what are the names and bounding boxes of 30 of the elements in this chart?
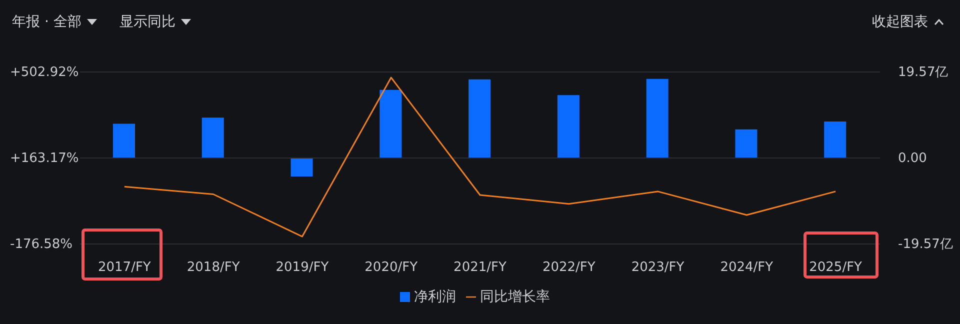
x-tick-label: 2019/FY (276, 260, 329, 276)
text: 年报 · 全部 (12, 13, 82, 31)
x-tick-label: 2024/FY (720, 260, 774, 276)
y-tick-label: -176.58% (10, 237, 73, 252)
y-tick-label: +502.92% (10, 65, 79, 80)
y-tick-label: +163.17% (10, 151, 79, 166)
x-tick-label: 2020/FY (364, 260, 418, 276)
legend-label: 同比增长率 (480, 289, 550, 305)
x-tick-label: 2017/FY (98, 260, 151, 276)
text: 收起图表 (872, 13, 928, 31)
x-tick-label: 2021/FY (454, 260, 506, 276)
bar (113, 124, 135, 158)
bar (557, 95, 580, 158)
x-tick-label: 2025/FY (809, 260, 862, 276)
y2-tick-label: 19.57亿 (898, 65, 948, 80)
bar (380, 90, 402, 158)
bar (290, 158, 313, 176)
line-series (124, 76, 836, 238)
x-tick-label: 2018/FY (186, 260, 240, 276)
bar (202, 118, 224, 158)
text: 显示同比 (119, 13, 176, 31)
x-tick-label: 2022/FY (542, 260, 596, 276)
legend-label: 净利润 (414, 289, 456, 305)
bar (468, 79, 491, 158)
y2-tick-label: -19.57亿 (898, 237, 953, 252)
y2-tick-label: 0.00 (898, 151, 927, 166)
bar (735, 129, 758, 158)
x-tick-label: 2023/FY (631, 260, 684, 276)
bar (824, 122, 846, 158)
bar (646, 78, 668, 158)
